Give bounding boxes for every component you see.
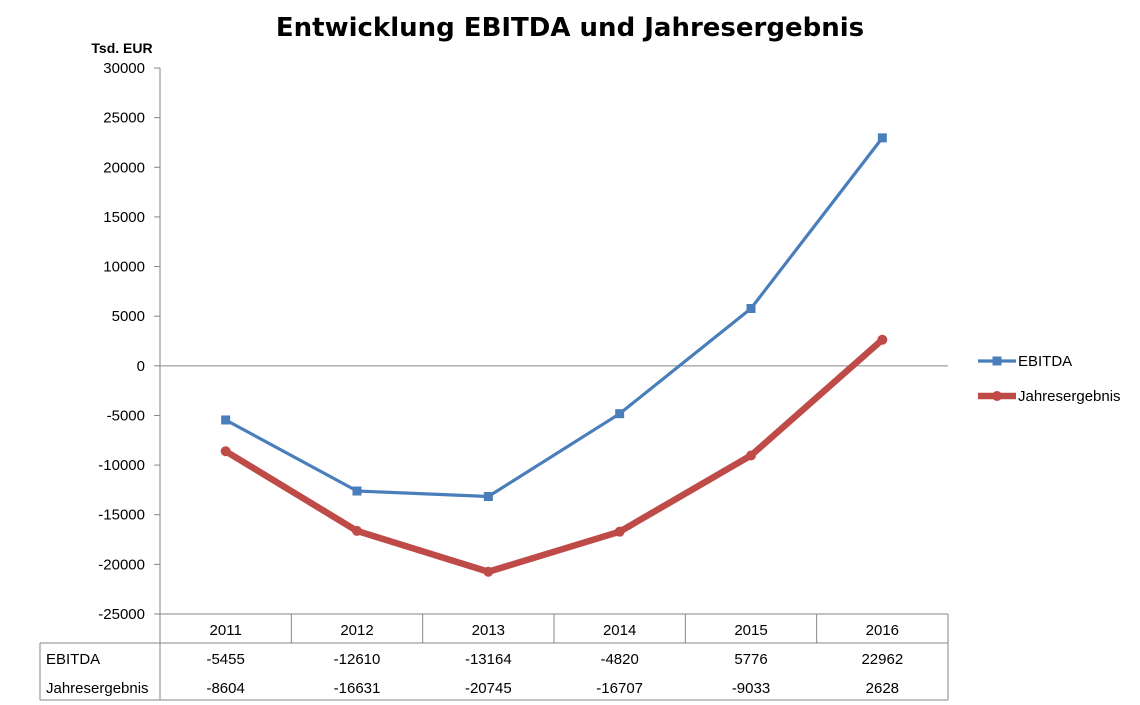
y-tick-label: 0 — [137, 358, 145, 375]
y-tick-label: -10000 — [98, 457, 145, 474]
x-category-label: 2013 — [472, 622, 505, 639]
y-tick-label: -20000 — [98, 556, 145, 573]
series-point-jahresergebnis — [220, 446, 231, 457]
series-point-jahresergebnis — [483, 566, 494, 577]
table-value-cell: -20745 — [465, 680, 512, 697]
x-category-label: 2011 — [210, 622, 242, 639]
y-tick-label: -15000 — [98, 507, 145, 524]
table-value-cell: -13164 — [465, 651, 512, 668]
table-value-cell: -12610 — [334, 651, 381, 668]
chart-title: Entwicklung EBITDA und Jahresergebnis — [276, 13, 864, 43]
y-tick-label: 5000 — [112, 308, 145, 325]
series-point-jahresergebnis — [614, 526, 625, 537]
legend-marker-ebitda — [992, 356, 1002, 366]
series-point-ebitda — [221, 415, 231, 425]
legend-marker-jahresergebnis — [992, 391, 1002, 401]
legend-label-jahresergebnis: Jahresergebnis — [1018, 388, 1121, 405]
axes — [159, 68, 948, 614]
y-tick-label: 15000 — [103, 209, 145, 226]
table-value-cell: -5455 — [206, 651, 244, 668]
table-value-cell: -16631 — [334, 680, 381, 697]
series-point-ebitda — [615, 409, 625, 419]
y-tick-label: -5000 — [107, 407, 145, 424]
y-axis-unit-label: Tsd. EUR — [91, 40, 152, 56]
table-value-cell: 5776 — [734, 651, 767, 668]
x-category-label: 2016 — [866, 622, 899, 639]
series-point-ebitda — [352, 486, 362, 496]
y-tick-label: -25000 — [98, 606, 145, 623]
series-point-ebitda — [877, 133, 887, 143]
x-category-label: 2012 — [340, 622, 373, 639]
y-tick-label: 25000 — [103, 110, 145, 127]
table-value-cell: -16707 — [596, 680, 643, 697]
series-layer — [220, 133, 888, 577]
table-value-cell: 22962 — [861, 651, 903, 668]
x-category-label: 2015 — [734, 622, 767, 639]
series-line-ebitda — [224, 136, 884, 499]
table-value-cell: -8604 — [206, 680, 244, 697]
series-point-jahresergebnis — [352, 525, 362, 536]
data-table: 2011 2012 2013 2014 2015 2016 EBITDA -5455 -1261… — [39, 613, 949, 701]
series-line-jahresergebnis — [222, 336, 886, 576]
y-tick-label: 20000 — [103, 159, 145, 176]
legend-label-ebitda: EBITDA — [1018, 353, 1072, 370]
table-series-name: EBITDA — [46, 651, 100, 668]
table-value-cell: 2628 — [866, 680, 899, 697]
x-category-label: 2014 — [603, 622, 636, 639]
table-series-name: Jahresergebnis — [46, 680, 149, 697]
table-value-cell: -4820 — [600, 651, 638, 668]
series-point-jahresergebnis — [746, 450, 756, 461]
y-axis-ticks: 30000 25000 20000 15000 10000 5000 0 -5000 -1000… — [98, 60, 160, 623]
series-point-ebitda — [483, 492, 493, 502]
series-point-ebitda — [746, 303, 756, 313]
y-tick-label: 10000 — [103, 259, 145, 276]
table-value-cell: -9033 — [732, 680, 770, 697]
y-tick-label: 30000 — [103, 60, 145, 77]
series-point-jahresergebnis — [877, 334, 888, 345]
legend: EBITDA Jahresergebnis — [978, 353, 1121, 405]
